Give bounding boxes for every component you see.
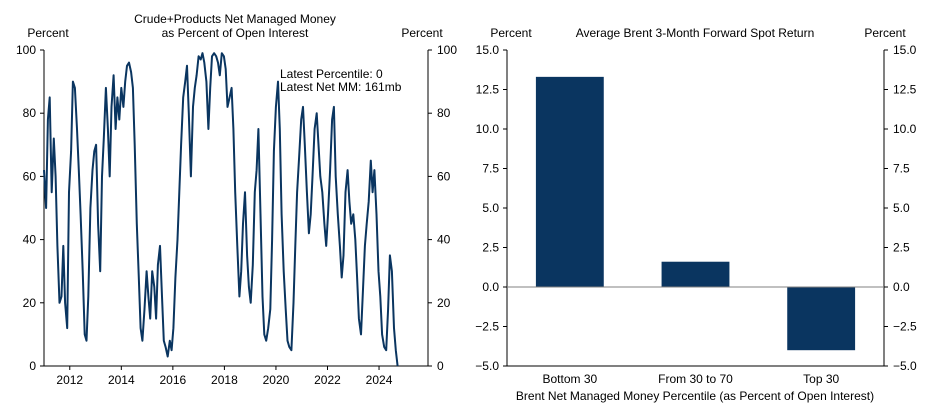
right-ytick-label: 20 — [437, 296, 451, 310]
annotation-latest-net-mm: Latest Net MM: 161mb — [280, 80, 402, 94]
annotation-latest-percentile: Latest Percentile: 0 — [280, 67, 383, 81]
right-chart-bars — [535, 76, 856, 351]
category-label: Bottom 30 — [542, 372, 597, 386]
left-chart: Crude+Products Net Managed Money as Perc… — [16, 12, 457, 387]
bar-top-30 — [787, 287, 856, 351]
left-ytick-label: 12.5 — [476, 83, 500, 97]
xtick-label: 2014 — [108, 373, 135, 387]
xtick-label: 2018 — [211, 373, 238, 387]
left-ytick-label: 10.0 — [476, 122, 500, 136]
left-ytick-label: 0 — [29, 359, 36, 373]
xtick-label: 2024 — [366, 373, 393, 387]
category-label: Top 30 — [803, 372, 839, 386]
right-ytick-label: 80 — [437, 106, 451, 120]
right-chart-right-ticks: −5.0 −2.5 0.0 2.5 5.0 7.5 10.0 12.5 15.0 — [884, 43, 917, 373]
left-chart-x-ticks: 2012 2014 2016 2018 2020 2022 2024 — [56, 366, 393, 387]
bar-bottom-30 — [535, 76, 604, 287]
left-ytick-label: 80 — [23, 106, 37, 120]
left-ytick-label: 100 — [16, 43, 36, 57]
series-line-net-managed-money — [43, 52, 399, 367]
right-ytick-label: 0 — [437, 359, 444, 373]
right-ytick-label: 40 — [437, 233, 451, 247]
right-ytick-label: 100 — [437, 43, 457, 57]
left-ytick-label: 2.5 — [482, 241, 499, 255]
bar-from-30-to-70 — [661, 261, 730, 287]
left-chart-left-axis-label: Percent — [27, 26, 69, 40]
right-ytick-label: 10.0 — [893, 122, 917, 136]
right-ytick-label: −2.5 — [893, 320, 917, 334]
xtick-label: 2022 — [314, 373, 341, 387]
left-ytick-label: 15.0 — [476, 43, 500, 57]
right-ytick-label: 12.5 — [893, 83, 917, 97]
left-chart-left-ticks: 0 20 40 60 80 100 — [16, 43, 44, 373]
xtick-label: 2016 — [160, 373, 187, 387]
right-chart: Average Brent 3-Month Forward Spot Retur… — [475, 26, 917, 403]
xtick-label: 2012 — [56, 373, 83, 387]
xtick-label: 2020 — [263, 373, 290, 387]
left-chart-right-ticks: 0 20 40 60 80 100 — [428, 43, 457, 373]
left-ytick-label: −2.5 — [475, 320, 499, 334]
left-chart-title: Crude+Products Net Managed Money — [134, 12, 336, 26]
right-ytick-label: 2.5 — [893, 241, 910, 255]
left-ytick-label: 0.0 — [482, 280, 499, 294]
right-ytick-label: 60 — [437, 169, 451, 183]
category-label: From 30 to 70 — [658, 372, 733, 386]
right-ytick-label: 5.0 — [893, 201, 910, 215]
right-chart-title: Average Brent 3-Month Forward Spot Retur… — [576, 26, 815, 40]
left-ytick-label: 40 — [23, 233, 37, 247]
left-ytick-label: 7.5 — [482, 162, 499, 176]
left-ytick-label: −5.0 — [475, 359, 499, 373]
right-ytick-label: 15.0 — [893, 43, 917, 57]
right-ytick-label: 0.0 — [893, 280, 910, 294]
left-ytick-label: 5.0 — [482, 201, 499, 215]
right-ytick-label: 7.5 — [893, 162, 910, 176]
left-chart-right-axis-label: Percent — [401, 26, 443, 40]
right-ytick-label: −5.0 — [893, 359, 917, 373]
left-ytick-label: 20 — [23, 296, 37, 310]
right-chart-left-ticks: −5.0 −2.5 0.0 2.5 5.0 7.5 10.0 12.5 15.0 — [475, 43, 507, 373]
right-chart-right-axis-label: Percent — [864, 26, 906, 40]
left-chart-subtitle: as Percent of Open Interest — [162, 26, 309, 40]
right-chart-left-axis-label: Percent — [490, 26, 532, 40]
right-chart-category-labels: Bottom 30 From 30 to 70 Top 30 — [542, 372, 839, 386]
left-ytick-label: 60 — [23, 169, 37, 183]
right-chart-x-axis-label: Brent Net Managed Money Percentile (as P… — [516, 389, 874, 403]
